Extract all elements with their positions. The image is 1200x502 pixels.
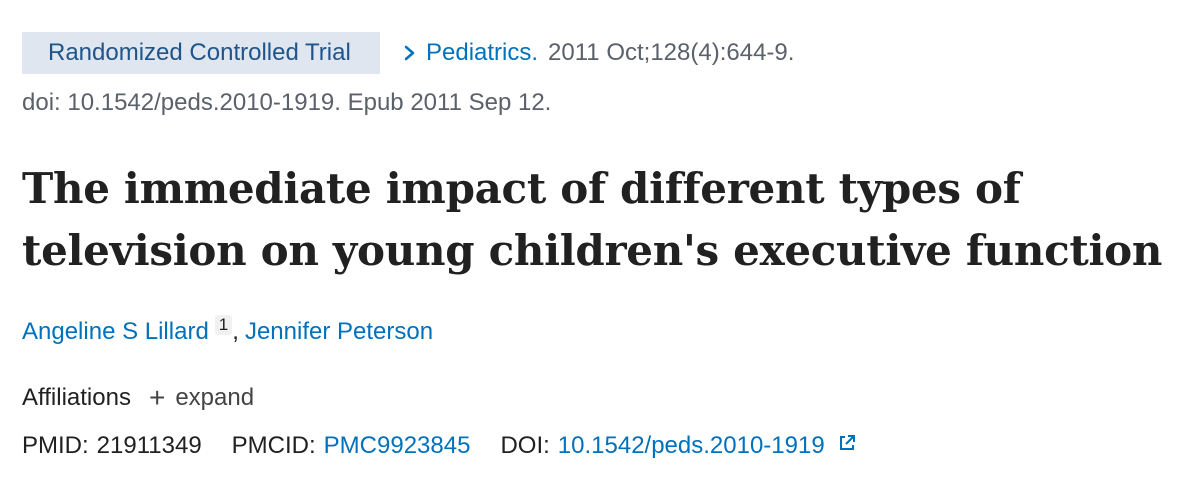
doi-epub-line: doi: 10.1542/peds.2010-1919. Epub 2011 S… <box>22 89 552 116</box>
pmcid-link[interactable]: PMC9923845 <box>323 432 471 459</box>
doi-link[interactable]: 10.1542/peds.2010-1919 <box>558 432 858 460</box>
doi-label: DOI: <box>500 432 550 459</box>
pmid-label: PMID: <box>22 432 89 459</box>
affiliation-reference[interactable]: 1 <box>214 315 233 335</box>
citation-details: 2011 Oct;128(4):644-9. <box>548 39 795 66</box>
expand-affiliations-button[interactable]: + expand <box>149 384 254 412</box>
expand-label: expand <box>175 384 255 411</box>
pmcid-item: PMCID: PMC9923845 <box>232 432 471 460</box>
affiliations-label: Affiliations <box>22 384 131 411</box>
plus-icon: + <box>148 382 166 413</box>
authors-list: Angeline S Lillard 1 , Jennifer Peterson <box>22 315 434 346</box>
journal-link[interactable]: Pediatrics. <box>400 39 538 67</box>
article-title: The immediate impact of different types … <box>22 164 1163 275</box>
publication-info-row: Randomized Controlled Trial Pediatrics. … <box>22 32 794 74</box>
external-link-icon <box>840 435 856 450</box>
pmcid-label: PMCID: <box>231 432 316 459</box>
doi-value: 10.1542/peds.2010-1919 <box>557 432 825 459</box>
publication-type-badge: Randomized Controlled Trial <box>22 32 380 74</box>
pmid-value: 21911349 <box>96 432 202 459</box>
doi-item: DOI: 10.1542/peds.2010-1919 <box>500 432 857 460</box>
author-link-peterson[interactable]: Jennifer Peterson <box>244 318 434 345</box>
author-link-lillard[interactable]: Angeline S Lillard <box>22 318 209 345</box>
pmid-item: PMID: 21911349 <box>22 432 202 460</box>
identifiers-row: PMID: 21911349 PMCID: PMC9923845 DOI: 10… <box>22 432 887 460</box>
journal-name: Pediatrics. <box>426 39 539 66</box>
author-separator: , <box>232 318 239 345</box>
affiliations-row: Affiliations + expand <box>22 384 254 412</box>
chevron-right-icon <box>404 45 415 61</box>
